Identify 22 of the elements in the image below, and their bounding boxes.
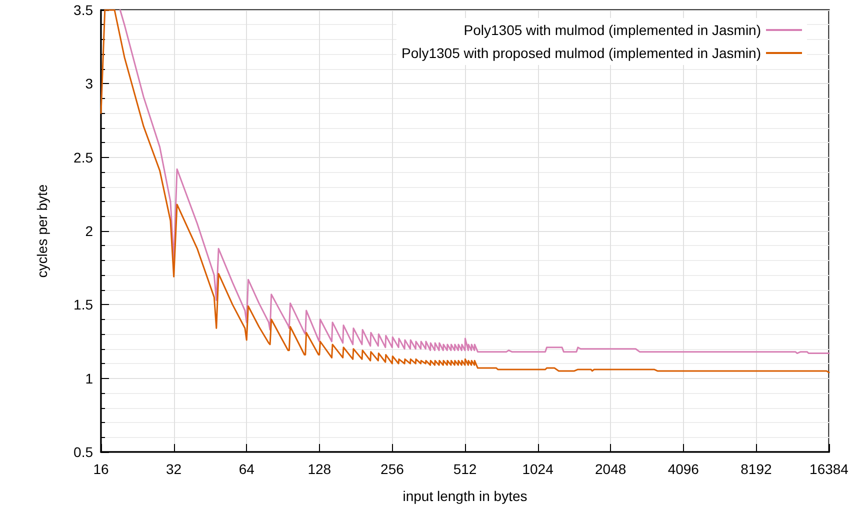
x-tick-label: 1024 xyxy=(522,461,554,477)
x-tick-label: 2048 xyxy=(595,461,626,477)
y-tick-label: 1 xyxy=(85,370,94,386)
y-tick-label: 2.5 xyxy=(74,149,94,166)
x-tick-label: 16384 xyxy=(810,461,849,477)
y-tick-label: 3.5 xyxy=(74,2,94,18)
legend-label: Poly1305 with mulmod (implemented in Jasmin) xyxy=(464,22,761,38)
x-tick-label: 4096 xyxy=(668,461,700,477)
x-tick-label: 256 xyxy=(380,461,404,477)
x-tick-label: 64 xyxy=(238,461,255,477)
x-tick-label: 8192 xyxy=(740,461,772,477)
y-axis-title: cycles per byte xyxy=(34,184,50,278)
x-tick-label: 32 xyxy=(166,461,182,477)
y-tick-label: 0.5 xyxy=(74,444,94,460)
x-tick-label: 128 xyxy=(308,461,332,477)
x-axis-title: input length in bytes xyxy=(402,488,528,504)
y-tick-label: 2 xyxy=(85,223,94,239)
legend-label: Poly1305 with proposed mulmod (implemented in Jasmin) xyxy=(401,45,761,61)
x-tick-label: 16 xyxy=(93,461,109,477)
x-tick-label: 512 xyxy=(453,461,477,477)
y-tick-label: 3 xyxy=(85,76,94,92)
y-tick-label: 1.5 xyxy=(74,296,94,313)
